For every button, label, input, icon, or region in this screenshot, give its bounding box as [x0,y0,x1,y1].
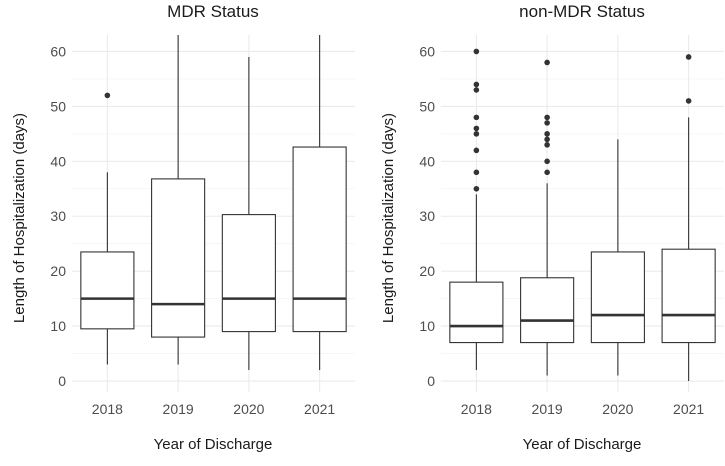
x-tick-label: 2018 [461,401,492,417]
y-tick-label: 10 [419,318,435,334]
outlier-point [685,98,692,104]
y-tick-label: 20 [50,263,66,279]
y-tick-label: 60 [50,43,66,59]
panel-non-mdr: non-MDR Status Year of Discharge Length … [380,2,724,453]
outlier-point [473,48,480,55]
box-2020 [590,251,645,344]
y-tick-label: 0 [427,373,435,389]
y-tick-label: 60 [419,43,435,59]
x-tick-label: 2018 [92,401,123,417]
outlier-point [473,169,480,176]
y-tick-label: 10 [50,318,66,334]
plot-area: 0 10 20 30 40 50 60 2018 2019 2020 2021 [50,35,355,417]
x-tick-label: 2020 [233,401,264,417]
x-tick-label: 2020 [602,401,633,417]
outlier-point [473,125,480,132]
y-tick-label: 40 [50,153,66,169]
outlier-point [544,169,550,176]
outlier-point [473,87,480,93]
box-2021 [292,146,347,333]
panel-mdr: MDR Status Year of Discharge Length of H… [11,2,355,453]
outlier-point [473,147,480,154]
panel-title: non-MDR Status [519,2,645,21]
outlier-point [473,114,480,121]
y-tick-label: 20 [419,263,435,279]
plot-area: 0 10 20 30 40 50 60 2018 2019 2020 2021 [419,35,724,417]
outlier-point [544,142,550,148]
outlier-point [544,114,550,121]
y-tick-label: 50 [50,98,66,114]
panel-title: MDR Status [167,2,259,21]
x-tick-label: 2019 [532,401,563,417]
x-axis-label: Year of Discharge [523,436,642,453]
y-tick-label: 0 [58,373,66,389]
x-tick-label: 2021 [304,401,335,417]
x-axis-label: Year of Discharge [154,436,273,453]
x-tick-label: 2021 [673,401,704,417]
outlier-point [473,81,480,88]
y-tick-label: 30 [419,208,435,224]
box-2019 [151,178,206,338]
y-axis-label: Length of Hospitalization (days) [11,113,28,323]
outlier-point [544,59,550,66]
y-axis-label: Length of Hospitalization (days) [380,113,397,323]
box-2018 [449,281,504,344]
outlier-point [685,54,692,60]
y-tick-label: 50 [419,98,435,114]
box-2021 [661,248,716,344]
box-2018 [80,251,135,330]
box-2020 [221,214,276,333]
x-tick-label: 2019 [163,401,194,417]
outlier-point [544,131,550,137]
outlier-point [544,120,550,126]
outlier-point [104,92,111,99]
box-2019 [520,277,575,344]
outlier-point [473,131,480,137]
outlier-point [544,136,550,143]
outlier-point [473,185,480,192]
y-tick-label: 40 [419,153,435,169]
y-tick-label: 30 [50,208,66,224]
outlier-point [544,158,550,165]
